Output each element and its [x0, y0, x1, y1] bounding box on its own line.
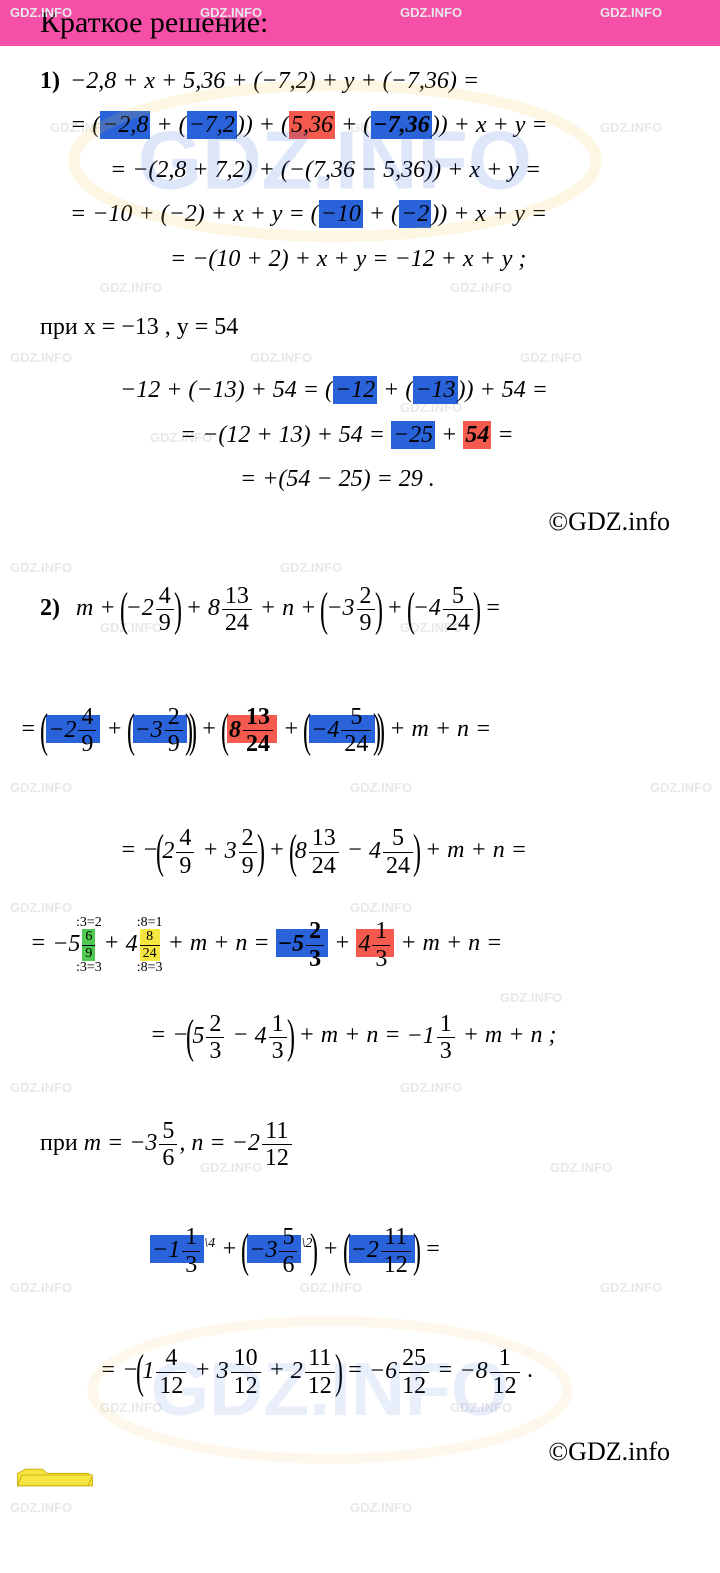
- highlight-blue: −7,36: [371, 111, 432, 139]
- math-line: = −(523 − 413) + m + n = −113 + m + n ;: [40, 979, 700, 1094]
- highlight-blue: −523: [276, 929, 329, 957]
- copyright: ©GDZ.info: [40, 1437, 700, 1467]
- superscript: \4: [204, 1236, 215, 1251]
- highlight-blue: −13: [413, 376, 457, 404]
- copyright: ©GDZ.info: [40, 507, 700, 537]
- math-line: = −(249 + 329) + (81324 − 4524) + m + n …: [40, 794, 700, 909]
- highlight-blue: −249: [46, 715, 100, 743]
- highlight-red: 54: [463, 421, 491, 449]
- highlight-blue: −2,8: [100, 111, 150, 139]
- watermark: GDZ.INFO: [350, 1500, 412, 1515]
- math-line: = −10 + (−2) + x + y = (−10 + (−2)) + x …: [40, 195, 700, 233]
- math-line: = (−2,8 + (−7,2)) + (5,36 + (−7,36)) + x…: [40, 106, 700, 144]
- highlight-blue: −21112: [349, 1235, 415, 1263]
- highlight-blue: −10: [319, 200, 363, 228]
- highlight-blue: −356: [247, 1235, 301, 1263]
- math-line: 1)−2,8 + x + 5,36 + (−7,2) + y + (−7,36)…: [40, 62, 700, 100]
- math-line: = −(10 + 2) + x + y = −12 + x + y ;: [40, 240, 700, 278]
- problem-number: 2): [40, 595, 60, 621]
- highlight-blue: −2: [399, 200, 431, 228]
- math-line: = −(1412 + 31012 + 21112) = −62512 = −81…: [40, 1314, 700, 1429]
- math-line: −12 + (−13) + 54 = (−12 + (−13)) + 54 =: [40, 371, 700, 409]
- watermark: GDZ.INFO: [10, 1500, 72, 1515]
- fraction-reduce: :8=1824:8=3: [140, 929, 160, 961]
- math-line: = −(2,8 + 7,2) + (−(7,36 − 5,36)) + x + …: [40, 151, 700, 189]
- highlight-blue: −12: [333, 376, 377, 404]
- math-line: = −5:3=269:3=3 + 4:8=1824:8=3 + m + n = …: [30, 915, 700, 973]
- math-line: = (−249 + (−329)) + (81324 + (−4524)) + …: [20, 673, 700, 788]
- math-line: = +(54 − 25) = 29 .: [40, 460, 700, 498]
- section-header: Краткое решение:: [0, 0, 720, 46]
- highlight-blue: −113: [150, 1235, 204, 1263]
- highlight-blue: −329: [133, 715, 187, 743]
- highlight-blue: −25: [391, 421, 435, 449]
- fraction-reduce: :3=269:3=3: [82, 929, 95, 961]
- folder-icon: [10, 1465, 100, 1490]
- math-line: 2) m + (−249) + 81324 + n + (−329) + (−4…: [40, 552, 700, 667]
- condition-line: при m = −356, n = −21112: [40, 1115, 700, 1173]
- highlight-red: 5,36: [289, 111, 335, 139]
- problem-number: 1): [40, 68, 60, 94]
- condition-line: при x = −13 , y = 54: [40, 308, 700, 346]
- highlight-red: 413: [356, 929, 394, 957]
- highlight-blue: −4524: [309, 715, 375, 743]
- math-line: = −(12 + 13) + 54 = −25 + 54 =: [40, 416, 700, 454]
- math-line: −113\4 + (−356\2) + (−21112) =: [40, 1193, 700, 1308]
- highlight-blue: −7,2: [187, 111, 237, 139]
- highlight-red: 81324: [227, 715, 277, 743]
